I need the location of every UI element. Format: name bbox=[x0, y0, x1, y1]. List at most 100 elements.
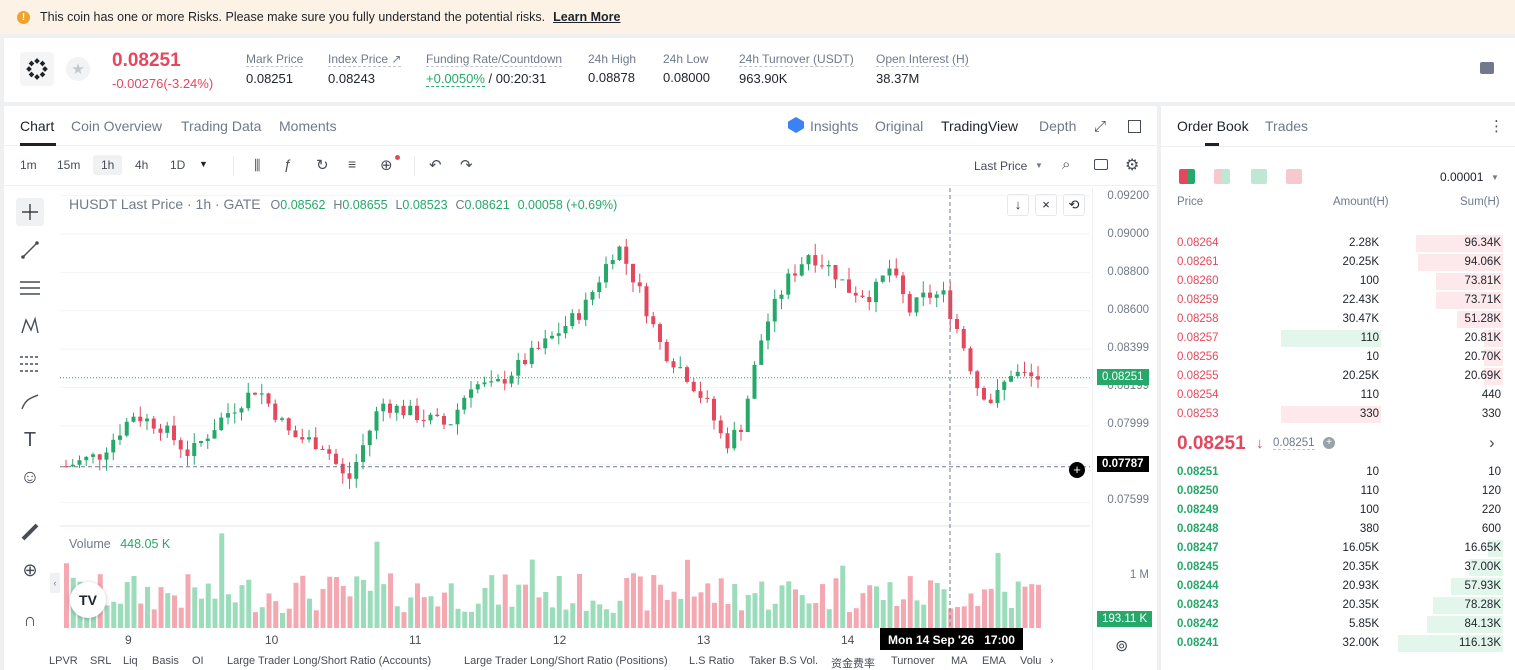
ask-row[interactable]: 0.08254 110 440 bbox=[1177, 386, 1503, 405]
view-tradingview[interactable]: TradingView bbox=[941, 118, 1019, 134]
indicator-item[interactable]: 资金费率 bbox=[831, 658, 875, 670]
bid-row[interactable]: 0.08250 110 120 bbox=[1177, 482, 1503, 501]
tab-trading-data[interactable]: Trading Data bbox=[181, 118, 262, 134]
indicator-item[interactable]: Volu bbox=[1020, 655, 1042, 667]
indicator-item[interactable]: SRL bbox=[90, 655, 112, 667]
chevron-down-icon[interactable]: ▼ bbox=[1491, 173, 1499, 182]
tradingview-logo-icon[interactable]: TV bbox=[70, 582, 106, 618]
ask-row[interactable]: 0.08256 10 20.70K bbox=[1177, 348, 1503, 367]
add-icon[interactable]: ⊕ bbox=[380, 157, 393, 174]
ask-row[interactable]: 0.08257 110 20.81K bbox=[1177, 329, 1503, 348]
indicator-item[interactable]: EMA bbox=[982, 655, 1006, 667]
layout-alt-icon[interactable] bbox=[1214, 169, 1230, 184]
indicator-item[interactable]: Liq bbox=[123, 655, 138, 667]
window-icon[interactable] bbox=[1128, 120, 1141, 133]
precision-select[interactable]: 0.00001 bbox=[1440, 170, 1484, 184]
crosshair-tool-icon[interactable] bbox=[16, 198, 44, 226]
favorite-star-icon[interactable]: ★ bbox=[66, 57, 90, 81]
view-insights[interactable]: Insights bbox=[810, 118, 859, 134]
ruler-tool-icon[interactable] bbox=[16, 518, 44, 546]
price-axis[interactable]: 0.09200 0.09000 0.08800 0.08600 0.08399 … bbox=[1092, 188, 1157, 670]
close-chart-icon[interactable]: × bbox=[1035, 194, 1057, 216]
chevron-right-icon[interactable]: › bbox=[1050, 655, 1054, 667]
settings-target-icon[interactable]: ⊚ bbox=[1115, 638, 1129, 655]
camera-icon[interactable] bbox=[1094, 159, 1108, 170]
candle-body bbox=[961, 329, 966, 349]
indicator-item[interactable]: Taker B.S Vol. bbox=[749, 655, 819, 667]
horizontal-lines-tool-icon[interactable] bbox=[16, 274, 44, 302]
chevron-right-icon[interactable]: › bbox=[1489, 433, 1495, 452]
layout-asks-icon[interactable] bbox=[1286, 169, 1302, 184]
bid-row[interactable]: 0.08251 10 10 bbox=[1177, 463, 1503, 482]
candle-type-icon[interactable]: ⫼ bbox=[254, 157, 261, 173]
text-tool-icon[interactable]: T bbox=[23, 428, 37, 451]
add-alert-icon[interactable]: + bbox=[1069, 462, 1085, 478]
undo-icon[interactable]: ↶ bbox=[429, 157, 442, 174]
tf-dropdown-icon[interactable]: ▼ bbox=[199, 159, 208, 169]
tf-1h[interactable]: 1h bbox=[93, 155, 123, 175]
brush-tool-icon[interactable] bbox=[16, 388, 44, 416]
ask-row[interactable]: 0.08255 20.25K 20.69K bbox=[1177, 367, 1503, 386]
bid-row[interactable]: 0.08245 20.35K 37.00K bbox=[1177, 558, 1503, 577]
reset-icon[interactable]: ⟲ bbox=[1063, 194, 1085, 216]
bid-row[interactable]: 0.08241 32.00K 116.13K bbox=[1177, 634, 1503, 653]
tf-4h[interactable]: 4h bbox=[135, 158, 149, 172]
tab-coin-overview[interactable]: Coin Overview bbox=[71, 118, 163, 134]
tab-order-book[interactable]: Order Book bbox=[1177, 118, 1249, 134]
time-axis[interactable]: 9 10 11 12 13 14 Mon 14 Sep '26 17:00 bbox=[60, 628, 1090, 650]
templates-icon[interactable]: ≡ bbox=[348, 156, 357, 172]
indicator-item[interactable]: MA bbox=[951, 655, 968, 667]
candlestick-chart[interactable] bbox=[60, 188, 1090, 628]
bid-row[interactable]: 0.08247 16.05K 16.65K bbox=[1177, 539, 1503, 558]
learn-more-link[interactable]: Learn More bbox=[553, 10, 621, 24]
ask-row[interactable]: 0.08259 22.43K 73.71K bbox=[1177, 291, 1503, 310]
redo-icon[interactable]: ↷ bbox=[460, 157, 473, 174]
tf-1d[interactable]: 1D bbox=[170, 158, 186, 172]
layout-both-icon[interactable] bbox=[1179, 169, 1195, 184]
trendline-tool-icon[interactable] bbox=[16, 236, 44, 264]
chevron-down-icon[interactable]: ▼ bbox=[1035, 161, 1043, 170]
zoom-in-icon[interactable]: ⊕ bbox=[22, 559, 38, 580]
gear-icon[interactable]: ⚙ bbox=[1125, 157, 1140, 174]
plus-circle-icon[interactable]: + bbox=[1323, 437, 1335, 449]
replay-icon[interactable]: ↻ bbox=[316, 157, 329, 174]
fib-tool-icon[interactable] bbox=[16, 350, 44, 378]
magnet-icon[interactable]: ∩ bbox=[23, 609, 37, 630]
collapse-down-icon[interactable]: ↓ bbox=[1007, 194, 1029, 216]
tab-trades[interactable]: Trades bbox=[1265, 118, 1309, 134]
pattern-tool-icon[interactable] bbox=[16, 312, 44, 340]
indicator-item[interactable]: OI bbox=[192, 655, 204, 667]
bid-row[interactable]: 0.08249 100 220 bbox=[1177, 501, 1503, 520]
indicator-item[interactable]: L.S Ratio bbox=[689, 655, 735, 667]
bid-row[interactable]: 0.08242 5.85K 84.13K bbox=[1177, 615, 1503, 634]
search-icon[interactable]: ⌕ bbox=[1062, 156, 1071, 173]
indicator-item[interactable]: Basis bbox=[152, 655, 179, 667]
tf-15m[interactable]: 15m bbox=[57, 158, 81, 172]
bid-row[interactable]: 0.08244 20.93K 57.93K bbox=[1177, 577, 1503, 596]
tf-1m[interactable]: 1m bbox=[20, 158, 37, 172]
tab-chart[interactable]: Chart bbox=[20, 118, 55, 134]
emoji-tool-icon[interactable]: ☺ bbox=[20, 467, 40, 488]
indicator-item[interactable]: Large Trader Long/Short Ratio (Positions… bbox=[464, 655, 668, 667]
bid-row[interactable]: 0.08248 380 600 bbox=[1177, 520, 1503, 539]
bid-row[interactable]: 0.08243 20.35K 78.28K bbox=[1177, 596, 1503, 615]
indicator-item[interactable]: Turnover bbox=[891, 655, 935, 667]
ask-row[interactable]: 0.08258 30.47K 51.28K bbox=[1177, 310, 1503, 329]
ask-row[interactable]: 0.08261 20.25K 94.06K bbox=[1177, 253, 1503, 272]
book-icon[interactable] bbox=[1480, 62, 1494, 74]
tab-moments[interactable]: Moments bbox=[279, 118, 337, 134]
indicator-item[interactable]: LPVR bbox=[49, 655, 78, 667]
indicator-item[interactable]: Large Trader Long/Short Ratio (Accounts) bbox=[227, 655, 432, 667]
ask-row[interactable]: 0.08264 2.28K 96.34K bbox=[1177, 234, 1503, 253]
layout-bids-icon[interactable] bbox=[1251, 169, 1267, 184]
ask-row[interactable]: 0.08253 330 330 bbox=[1177, 405, 1503, 424]
chevron-left-icon[interactable]: ‹ bbox=[50, 573, 60, 593]
view-original[interactable]: Original bbox=[875, 118, 924, 134]
more-icon[interactable]: ⋮ bbox=[1489, 118, 1504, 135]
expand-icon[interactable]: ⤢ bbox=[1094, 118, 1107, 135]
stat-index-price[interactable]: Index Price ↗ 0.08243 bbox=[328, 52, 402, 86]
view-depth[interactable]: Depth bbox=[1039, 118, 1077, 134]
indicators-icon[interactable]: ƒ bbox=[284, 156, 292, 172]
price-type-select[interactable]: Last Price bbox=[974, 159, 1028, 173]
ask-row[interactable]: 0.08260 100 73.81K bbox=[1177, 272, 1503, 291]
